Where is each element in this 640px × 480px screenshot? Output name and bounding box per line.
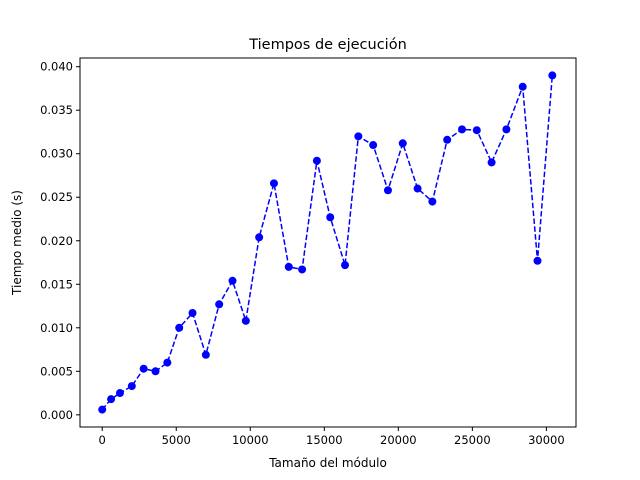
data-point [398, 139, 407, 148]
x-tick-label: 20000 [380, 433, 417, 447]
data-point [175, 323, 184, 332]
data-point [428, 197, 437, 206]
y-tick-label: 0.005 [40, 364, 73, 378]
data-point [228, 276, 237, 285]
series-line [101, 75, 554, 411]
data-point [341, 261, 350, 270]
y-tick-label: 0.040 [40, 60, 73, 74]
x-tick-label: 30000 [528, 433, 565, 447]
x-axis-ticks: 0 5000 10000 15000 20000 25000 30000 [99, 427, 565, 447]
data-point [139, 364, 148, 373]
data-point [241, 316, 250, 325]
data-point [383, 186, 392, 195]
data-point [518, 82, 527, 91]
y-axis-label: Tiempo medio (s) [10, 190, 24, 296]
data-point [443, 135, 452, 144]
data-point [312, 156, 321, 165]
data-point [487, 158, 496, 167]
y-tick-label: 0.025 [40, 190, 73, 204]
data-point [107, 395, 116, 404]
y-tick-label: 0.000 [40, 408, 73, 422]
chart-title: Tiempos de ejecución [248, 37, 407, 53]
y-tick-label: 0.030 [40, 147, 73, 161]
y-tick-label: 0.020 [40, 234, 73, 248]
data-point [188, 308, 197, 317]
x-tick-label: 5000 [162, 433, 191, 447]
data-point [326, 213, 335, 222]
data-point [127, 382, 136, 391]
data-point [98, 405, 107, 414]
data-point [115, 389, 124, 398]
plot-frame [79, 57, 577, 428]
y-axis-ticks: 0.000 0.005 0.010 0.015 0.020 0.025 0.030 0.035… [40, 60, 80, 422]
data-point [472, 126, 481, 135]
data-point [369, 141, 378, 150]
data-point [215, 300, 224, 309]
data-point [548, 71, 557, 80]
data-point [151, 367, 160, 376]
data-point [533, 256, 542, 265]
data-point [284, 262, 293, 271]
data-point [502, 125, 511, 134]
data-point [163, 358, 172, 367]
x-tick-label: 10000 [232, 433, 269, 447]
y-tick-label: 0.010 [40, 321, 73, 335]
x-tick-label: 15000 [306, 433, 343, 447]
data-point [269, 179, 278, 188]
plot-layer [98, 71, 557, 414]
x-axis-label: Tamaño del módulo [268, 456, 387, 470]
data-point [201, 350, 210, 359]
y-tick-label: 0.015 [40, 277, 73, 291]
y-tick-label: 0.035 [40, 103, 73, 117]
data-point [255, 233, 264, 242]
x-tick-label: 25000 [454, 433, 491, 447]
data-point [457, 125, 466, 134]
data-point [354, 132, 363, 141]
data-point [413, 184, 422, 193]
data-point [298, 265, 307, 274]
x-tick-label: 0 [99, 433, 106, 447]
